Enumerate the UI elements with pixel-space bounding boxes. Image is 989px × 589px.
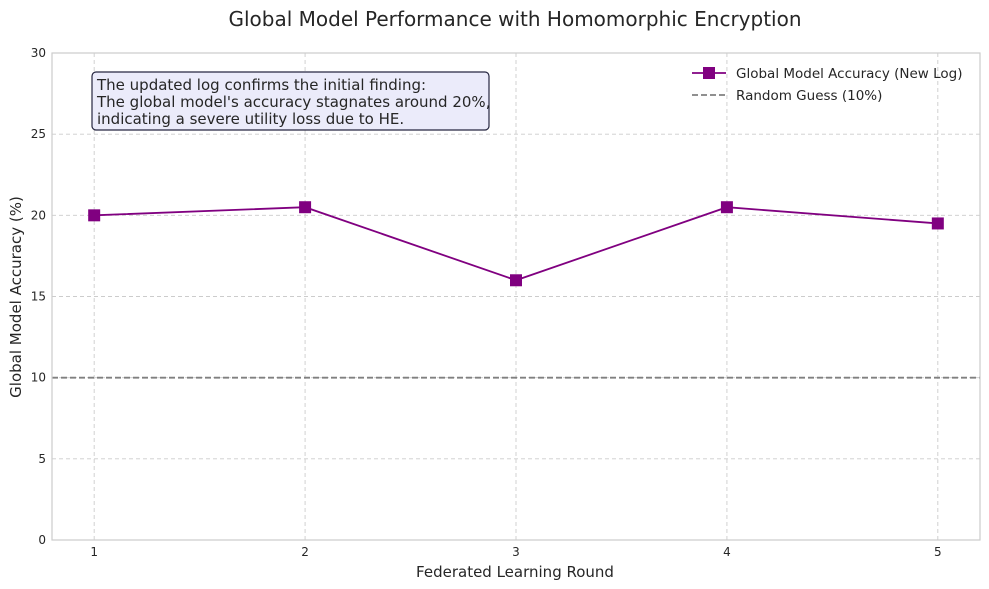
legend: Global Model Accuracy (New Log) Random Gu… xyxy=(692,66,963,104)
data-point xyxy=(510,274,522,287)
data-point xyxy=(720,201,733,214)
data-point xyxy=(88,209,101,222)
y-tick-label: 5 xyxy=(38,452,46,466)
legend-marker-swatch xyxy=(703,67,715,79)
chart-title: Global Model Performance with Homomorphi… xyxy=(228,7,801,31)
y-axis-ticks: 0 5 10 15 20 25 30 xyxy=(31,46,46,547)
y-tick-label: 10 xyxy=(31,371,46,385)
x-axis-ticks: 1 2 3 4 5 xyxy=(90,545,941,559)
x-tick-label: 1 xyxy=(90,545,98,559)
y-tick-label: 20 xyxy=(31,208,46,222)
plot-frame xyxy=(51,52,981,541)
x-axis-label: Federated Learning Round xyxy=(416,563,614,581)
annotation-frame xyxy=(91,71,490,131)
legend-label: Global Model Accuracy (New Log) xyxy=(736,66,963,82)
x-tick-label: 3 xyxy=(512,545,520,559)
y-tick-label: 0 xyxy=(38,533,46,547)
annotation-line: The global model's accuracy stagnates ar… xyxy=(96,93,490,111)
x-tick-label: 2 xyxy=(301,545,309,559)
data-series xyxy=(88,201,944,287)
y-tick-label: 15 xyxy=(31,290,46,304)
annotation-line: The updated log confirms the initial fin… xyxy=(96,76,426,94)
annotation-line: indicating a severe utility loss due to … xyxy=(97,110,404,128)
x-tick-label: 5 xyxy=(934,545,942,559)
y-tick-label: 30 xyxy=(31,46,46,60)
annotation-box: The updated log confirms the initial fin… xyxy=(91,71,490,131)
legend-label: Random Guess (10%) xyxy=(736,88,882,104)
data-point xyxy=(931,217,944,230)
x-tick-label: 4 xyxy=(723,545,731,559)
data-point xyxy=(299,201,312,214)
y-tick-label: 25 xyxy=(31,127,46,141)
y-axis-label: Global Model Accuracy (%) xyxy=(7,196,25,398)
